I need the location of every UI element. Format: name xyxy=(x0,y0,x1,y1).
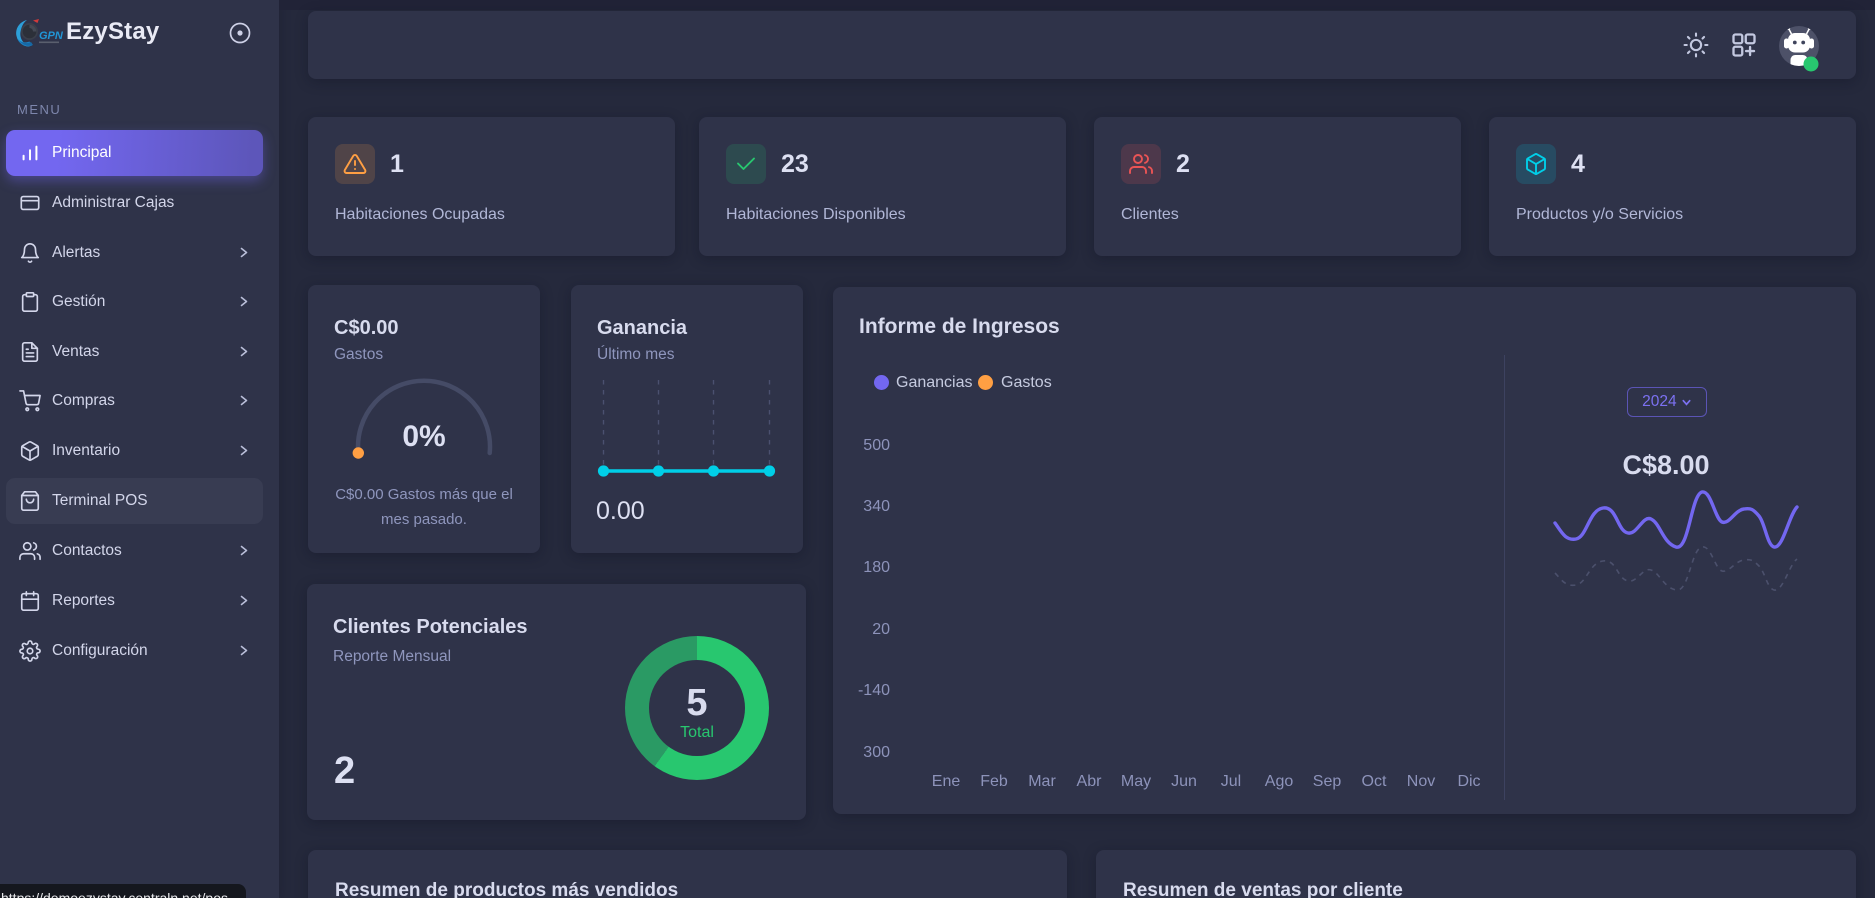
svg-text:GPN: GPN xyxy=(39,30,64,42)
